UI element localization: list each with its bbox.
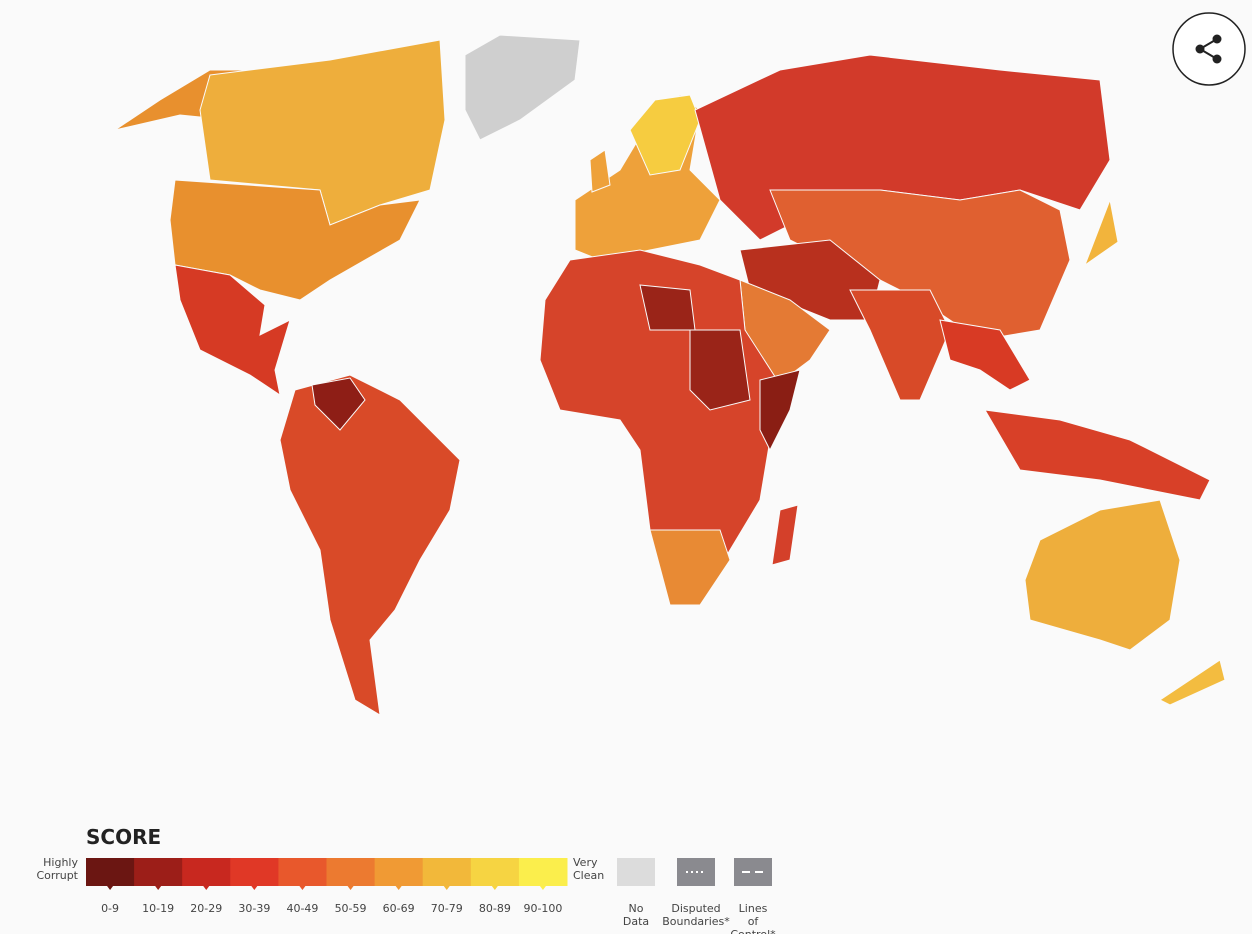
south-america: [279, 374, 461, 716]
uk: [589, 149, 611, 193]
legend-extra-swatch: [734, 858, 772, 886]
legend-bin-label: 60-69: [383, 902, 415, 915]
legend-bin-label: 10-19: [142, 902, 174, 915]
southeast-asia: [939, 319, 1031, 391]
somalia: [759, 369, 801, 452]
greenland: [464, 34, 581, 141]
venezuela: [311, 377, 366, 431]
legend-swatch: [278, 858, 327, 886]
legend-bin-label: 40-49: [286, 902, 318, 915]
legend-notch: [395, 886, 402, 890]
southern-africa: [649, 529, 731, 606]
legend-bin-label: 80-89: [479, 902, 511, 915]
legend-extra-label: Disputed Boundaries*: [662, 902, 730, 928]
legend-high-label: Very Clean: [573, 856, 604, 882]
legend-notch: [299, 886, 306, 890]
central-america: [174, 264, 291, 397]
legend-bin-label: 30-39: [238, 902, 270, 915]
legend-swatch: [374, 858, 424, 886]
legend-extra-label: No Data: [623, 902, 649, 928]
legend-notch: [203, 886, 210, 890]
countries: [114, 34, 1226, 716]
australia: [1024, 499, 1181, 651]
indonesia: [984, 409, 1211, 501]
legend-swatch: [86, 858, 135, 886]
legend-notch: [251, 886, 258, 890]
legend-notch: [347, 886, 354, 890]
legend-low-label: Highly Corrupt: [36, 856, 78, 882]
legend-extra-swatch: [617, 858, 655, 886]
legend-bin-label: 50-59: [335, 902, 367, 915]
legend-extra-label: LinesofControl*: [730, 902, 776, 934]
legend-bin-label: 90-100: [523, 902, 562, 915]
new-zealand: [1159, 659, 1226, 706]
legend-swatch: [134, 858, 183, 886]
japan: [1083, 198, 1119, 267]
legend-notch: [155, 886, 162, 890]
legend-swatch: [326, 858, 376, 886]
legend-swatch: [470, 858, 520, 886]
legend-notch: [539, 886, 546, 890]
legend-swatch: [182, 858, 231, 886]
legend-title: SCORE: [86, 825, 161, 849]
legend-notch: [107, 886, 114, 890]
legend-swatch: [518, 858, 568, 886]
legend-bin-label: 20-29: [190, 902, 222, 915]
madagascar: [771, 504, 799, 566]
india: [849, 289, 951, 401]
legend-swatch: [422, 858, 472, 886]
legend-swatch: [230, 858, 279, 886]
share-button[interactable]: [1172, 12, 1246, 86]
legend: Highly Corrupt 0-9 10-19 20-29 30-39 40-49 50-5…: [36, 856, 776, 934]
legend-bin-label: 70-79: [431, 902, 463, 915]
libya: [639, 284, 696, 331]
legend-notch: [443, 886, 450, 890]
legend-bin-label: 0-9: [101, 902, 119, 915]
sudan: [689, 329, 751, 411]
legend-notch: [491, 886, 498, 890]
